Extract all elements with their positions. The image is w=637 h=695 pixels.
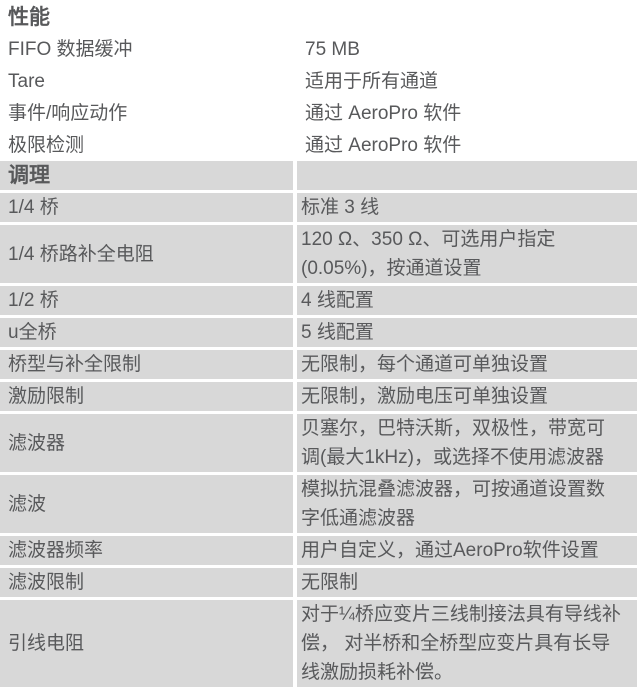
spec-value: 对于¼桥应变片三线制接法具有导线补偿， 对半桥和全桥型应变片具有长导线激励损耗补… xyxy=(301,604,621,683)
table-row: 桥型与补全限制 无限制，每个通道可单独设置 xyxy=(0,350,637,382)
spec-label-text: 滤波器频率 xyxy=(8,540,104,561)
spec-value: 120 Ω、350 Ω、可选用户指定 (0.05%)，按通道设置 xyxy=(301,229,556,279)
spec-label-text: 1/4 桥 xyxy=(8,197,59,218)
spec-label-text: 引线电阻 xyxy=(8,633,85,654)
section-header-row: 性能 xyxy=(0,1,637,33)
spec-label: FIFO 数据缓冲 xyxy=(0,35,297,64)
spec-label-text: u全桥 xyxy=(8,322,57,343)
table-row: 滤波器 贝塞尔，巴特沃斯，双极性，带宽可调(最大1kHz)，或选择不使用滤波器 xyxy=(0,414,637,475)
conditioning-rows: 1/4 桥 标准 3 线 1/4 桥路补全电阻 120 Ω、350 Ω、可选用户指定 … xyxy=(0,193,637,690)
spec-value: 无限制，每个通道可单独设置 xyxy=(301,354,549,375)
spec-label: 滤波器频率 xyxy=(0,536,297,565)
table-row: FIFO 数据缓冲 75 MB xyxy=(0,33,637,65)
spec-label-text: 滤波限制 xyxy=(8,572,85,593)
spec-label-text: 滤波 xyxy=(8,493,47,515)
spec-label: 桥型与补全限制 xyxy=(0,350,297,379)
spec-value: 适用于所有通道 xyxy=(305,70,439,92)
spec-value: 通过 AeroPro 软件 xyxy=(305,102,462,124)
spec-label: 滤波限制 xyxy=(0,568,297,597)
spec-label-text: 滤波器 xyxy=(8,432,66,454)
table-row: 极限检测 通过 AeroPro 软件 xyxy=(0,129,637,161)
spec-label: 1/4 桥路补全电阻 xyxy=(0,225,297,283)
spec-value: 用户自定义，通过AeroPro软件设置 xyxy=(301,540,599,561)
spec-value: 通过 AeroPro 软件 xyxy=(305,134,462,156)
spec-label: 1/2 桥 xyxy=(0,286,297,315)
spec-value: 5 线配置 xyxy=(301,322,374,343)
conditioning-section: 调理 1/4 桥 标准 3 线 1/4 桥路补全电阻 120 Ω、350 Ω、可选用户… xyxy=(0,161,637,690)
spec-label: 滤波 xyxy=(0,475,297,533)
spec-value: 模拟抗混叠滤波器，可按通道设置数字低通滤波器 xyxy=(301,479,606,529)
spec-label: u全桥 xyxy=(0,318,297,347)
spec-label-text: 桥型与补全限制 xyxy=(8,354,142,375)
table-row: 滤波 模拟抗混叠滤波器，可按通道设置数字低通滤波器 xyxy=(0,475,637,536)
spec-label-text: 1/2 桥 xyxy=(8,290,59,311)
table-row: 1/4 桥路补全电阻 120 Ω、350 Ω、可选用户指定 (0.05%)，按通道… xyxy=(0,225,637,286)
spec-value: 标准 3 线 xyxy=(301,197,380,218)
spec-label: 激励限制 xyxy=(0,382,297,411)
table-row: u全桥 5 线配置 xyxy=(0,318,637,350)
spec-value: 75 MB xyxy=(305,38,360,60)
section-title-performance: 性能 xyxy=(8,5,50,29)
spec-label: Tare xyxy=(0,67,297,96)
table-row: 引线电阻 对于¼桥应变片三线制接法具有导线补偿， 对半桥和全桥型应变片具有长导线激… xyxy=(0,600,637,690)
table-row: 1/2 桥 4 线配置 xyxy=(0,286,637,318)
spec-value: 无限制 xyxy=(301,572,359,593)
table-row: Tare 适用于所有通道 xyxy=(0,65,637,97)
spec-label: 引线电阻 xyxy=(0,600,297,687)
table-row: 滤波器频率 用户自定义，通过AeroPro软件设置 xyxy=(0,536,637,568)
section-title-text: 调理 xyxy=(8,164,50,187)
section-header-row: 调理 xyxy=(0,161,637,193)
performance-section: 性能 FIFO 数据缓冲 75 MB Tare 适用于所有通道 事件/响应动作 通过 Ae… xyxy=(0,0,637,161)
spec-label-text: Tare xyxy=(8,70,45,92)
table-row: 滤波限制 无限制 xyxy=(0,568,637,600)
spec-label-text: 事件/响应动作 xyxy=(8,102,128,124)
section-title-conditioning: 调理 xyxy=(0,161,297,190)
spec-label-text: FIFO 数据缓冲 xyxy=(8,38,133,60)
spec-label: 极限检测 xyxy=(0,131,297,160)
table-row: 事件/响应动作 通过 AeroPro 软件 xyxy=(0,97,637,129)
performance-rows: FIFO 数据缓冲 75 MB Tare 适用于所有通道 事件/响应动作 通过 AeroP… xyxy=(0,33,637,161)
spec-label-text: 1/4 桥路补全电阻 xyxy=(8,243,154,265)
spec-value: 贝塞尔，巴特沃斯，双极性，带宽可调(最大1kHz)，或选择不使用滤波器 xyxy=(301,418,606,468)
spec-label-text: 激励限制 xyxy=(8,386,85,407)
spec-label-text: 极限检测 xyxy=(8,134,85,156)
spec-label: 1/4 桥 xyxy=(0,193,297,222)
spec-label: 滤波器 xyxy=(0,414,297,472)
section-header-spacer xyxy=(297,161,637,190)
table-row: 1/4 桥 标准 3 线 xyxy=(0,193,637,225)
table-row: 激励限制 无限制，激励电压可单独设置 xyxy=(0,382,637,414)
spec-label: 事件/响应动作 xyxy=(0,99,297,128)
spec-value: 4 线配置 xyxy=(301,290,374,311)
spec-value: 无限制，激励电压可单独设置 xyxy=(301,386,549,407)
